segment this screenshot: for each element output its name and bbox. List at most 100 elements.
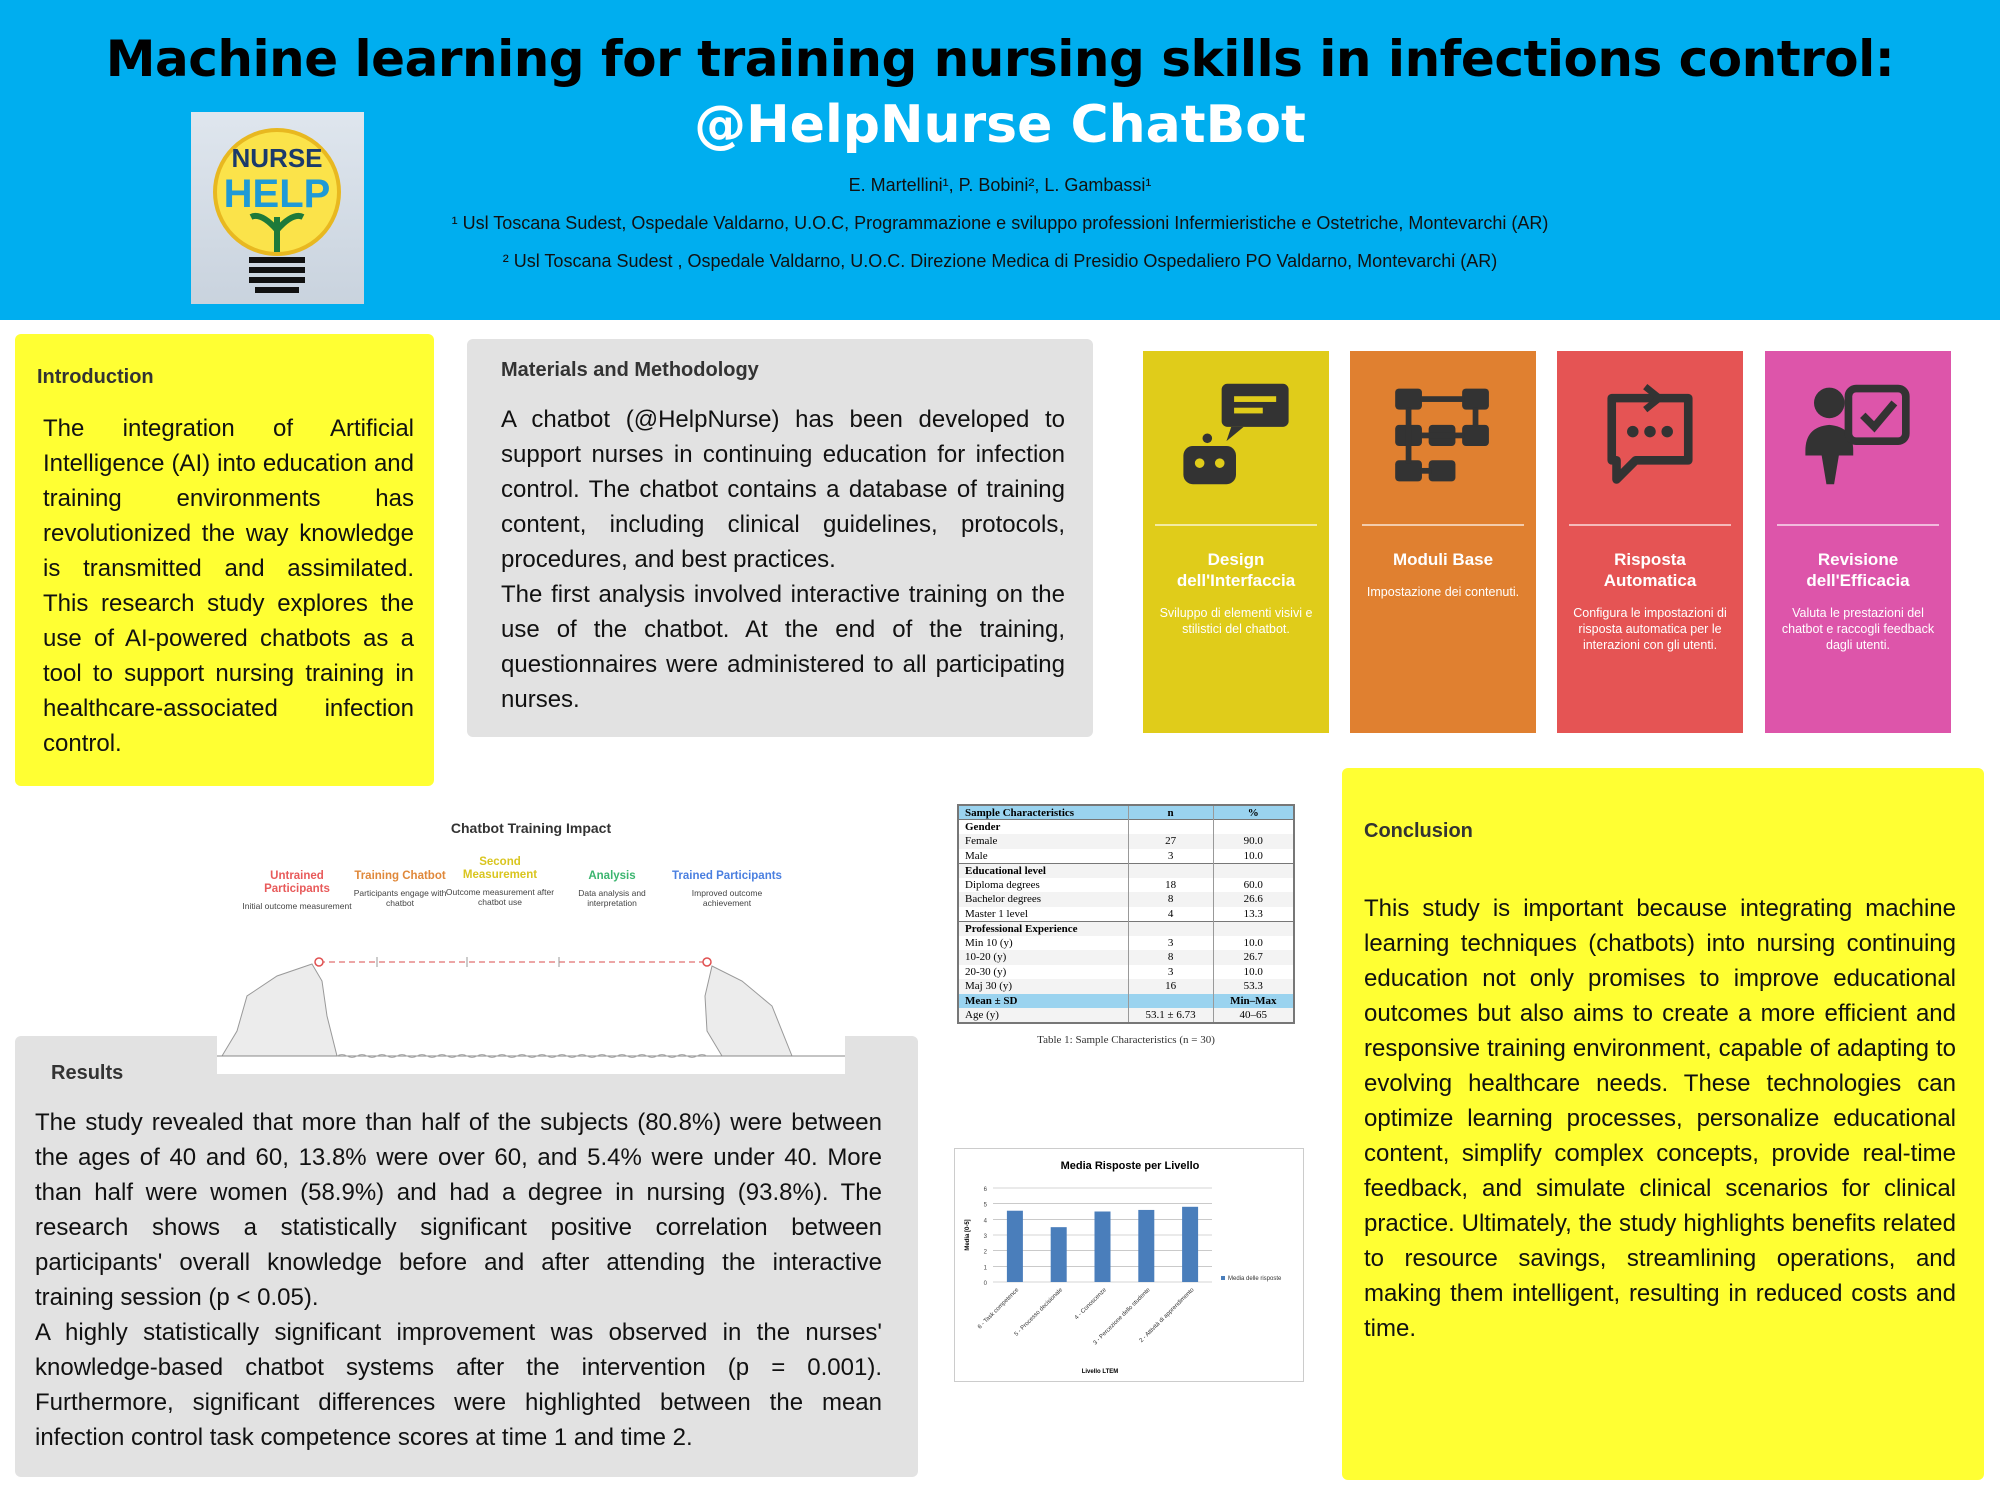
affiliation-1: ¹ Usl Toscana Sudest, Ospedale Valdarno,…	[451, 213, 1549, 233]
table-cell: 60.0	[1212, 877, 1294, 892]
table-cell	[1212, 920, 1294, 936]
table-cell: Professional Experience	[958, 920, 1129, 936]
table-cell: 8	[1127, 892, 1214, 907]
card-title: Moduli Base	[1392, 550, 1494, 569]
table-cell	[1127, 819, 1214, 834]
card-title: Design dell'Interfaccia	[1176, 550, 1296, 590]
table-row: Maj 30 (y) 16 53.3	[958, 979, 1294, 994]
modules-flow-icon	[1395, 388, 1489, 482]
y-tick-label: 5	[984, 1203, 988, 1209]
table-cell: 3	[1127, 848, 1214, 863]
materials-title: Materials and Methodology	[501, 359, 759, 381]
table-cell: Gender	[958, 819, 1129, 834]
cliff-illustration	[217, 957, 845, 1058]
table-cell: Min–Max	[1212, 993, 1294, 1008]
card-divider	[1777, 524, 1939, 526]
table-cell	[1212, 862, 1294, 878]
diagram-step: Untrained Participants Initial outcome m…	[242, 870, 352, 911]
table-cell	[1127, 920, 1214, 936]
table-cell	[1212, 819, 1294, 834]
table-row: Min 10 (y) 3 10.0	[958, 935, 1294, 950]
step-title: Analysis	[588, 870, 636, 882]
table-cell: 4	[1127, 906, 1214, 921]
poster-header: Machine learning for training nursing sk…	[0, 0, 2000, 320]
table-row: Educational level	[958, 862, 1294, 878]
poster-subtitle: @HelpNurse ChatBot	[694, 95, 1306, 155]
table-header: %	[1212, 805, 1294, 820]
table-cell: 10.0	[1212, 935, 1294, 950]
sample-characteristics-table: Sample Characteristics n% Gender Female 27 90…	[957, 804, 1295, 1046]
table-cell: 3	[1127, 935, 1214, 950]
materials-section: Materials and Methodology A chatbot (@He…	[467, 339, 1093, 737]
y-tick-label: 1	[984, 1265, 988, 1271]
table-cell: Mean ± SD	[958, 993, 1129, 1008]
conclusion-section: Conclusion This study is important becau…	[1342, 768, 1984, 1480]
table-caption: Table 1: Sample Characteristics (n = 30)	[1037, 1033, 1215, 1046]
bar	[1050, 1227, 1067, 1282]
card-title: Revisione dell'Efficacia	[1806, 550, 1910, 590]
card-description: Impostazione dei contenuti.	[1366, 585, 1520, 599]
step-description: Improved outcome achievement	[691, 888, 763, 908]
table-cell: Female	[965, 835, 998, 848]
table-cell: Educational level	[958, 862, 1129, 878]
table-row: Age (y) 53.1 ± 6.73 40–65	[958, 1008, 1294, 1023]
table-cell: 8	[1127, 950, 1214, 965]
y-tick-label: 2	[984, 1250, 988, 1256]
results-section: Results The study revealed that more tha…	[15, 1036, 918, 1477]
table-cell: Min 10 (y)	[965, 936, 1013, 949]
y-tick-label: 6	[984, 1187, 988, 1193]
table-cell: 90.0	[1212, 834, 1294, 849]
step-description: Initial outcome measurement	[242, 901, 352, 911]
introduction-section: Introduction The integration of Artifici…	[15, 334, 434, 786]
y-tick-label: 0	[984, 1281, 988, 1287]
table-cell: Male	[965, 849, 988, 862]
process-card: Design dell'Interfaccia Sviluppo di eleme…	[1143, 351, 1329, 733]
diagram-step: Training Chatbot Participants engage wit…	[345, 870, 455, 908]
step-title: Training Chatbot	[354, 870, 446, 882]
x-tick-label: 6 - Task competence	[977, 1287, 1021, 1331]
y-tick-label: 3	[984, 1234, 988, 1240]
table-cell: 53.3	[1212, 979, 1294, 994]
bar-chart: Media Risposte per Livello 0 1 2 3 4 5 6 6 - Tas…	[954, 1148, 1304, 1382]
training-impact-diagram: Chatbot Training Impact Untrained Partic…	[217, 816, 845, 1074]
process-card: Risposta Automatica Configura le impostaz…	[1557, 351, 1743, 733]
card-divider	[1569, 524, 1731, 526]
diagram-step: Second Measurement Outcome measurement a…	[445, 856, 555, 907]
step-description: Outcome measurement after chatbot use	[445, 887, 555, 907]
nurse-help-logo: NURSE HELP	[191, 112, 364, 304]
results-title: Results	[51, 1062, 124, 1084]
table-cell: 40–65	[1212, 1008, 1294, 1023]
x-tick-label: 5 - Processo decisionale	[1014, 1287, 1065, 1338]
card-divider	[1155, 524, 1317, 526]
table-cell: 3	[1127, 964, 1214, 979]
table-cell: 16	[1127, 979, 1214, 994]
diagram-step: Trained Participants Improved outcome ac…	[672, 870, 782, 908]
svg-text:HELP: HELP	[224, 172, 331, 216]
table-cell: 26.7	[1212, 950, 1294, 965]
card-divider	[1362, 524, 1524, 526]
table-cell: 10-20 (y)	[965, 951, 1007, 964]
step-description: Participants engage with chatbot	[353, 888, 447, 908]
table-cell: 53.1 ± 6.73	[1127, 1008, 1214, 1023]
table-row: Mean ± SD Min–Max	[958, 993, 1294, 1008]
chart-title: Media Risposte per Livello	[1061, 1160, 1200, 1172]
table-row: Diploma degrees 18 60.0	[958, 877, 1294, 892]
table-cell: 10.0	[1212, 848, 1294, 863]
table-cell	[1127, 862, 1214, 878]
x-tick-label: 4 - Conoscenze	[1074, 1287, 1108, 1321]
table-row: Gender	[958, 819, 1294, 834]
materials-body-2: The first analysis involved interactive …	[501, 581, 1065, 713]
introduction-body: The integration of Artificial Intelligen…	[43, 415, 414, 757]
x-axis-label: Livello LTEM	[1082, 1369, 1119, 1375]
materials-body-1: A chatbot (@HelpNurse) has been develope…	[501, 406, 1065, 573]
card-title: Risposta Automatica	[1603, 550, 1697, 590]
authors: E. Martellini¹, P. Bobini², L. Gambassi¹	[848, 175, 1152, 195]
bar	[1138, 1209, 1155, 1282]
card-description: Sviluppo di elementi visivi e stilistici…	[1159, 606, 1313, 636]
card-description: Configura le impostazioni di risposta au…	[1573, 606, 1727, 652]
table-row: Male 3 10.0	[958, 848, 1294, 863]
table-row: 10-20 (y) 8 26.7	[958, 950, 1294, 965]
table-cell: 27	[1127, 834, 1214, 849]
y-axis-label: Media [0-5]	[965, 1219, 971, 1250]
table-cell: 18	[1127, 877, 1214, 892]
